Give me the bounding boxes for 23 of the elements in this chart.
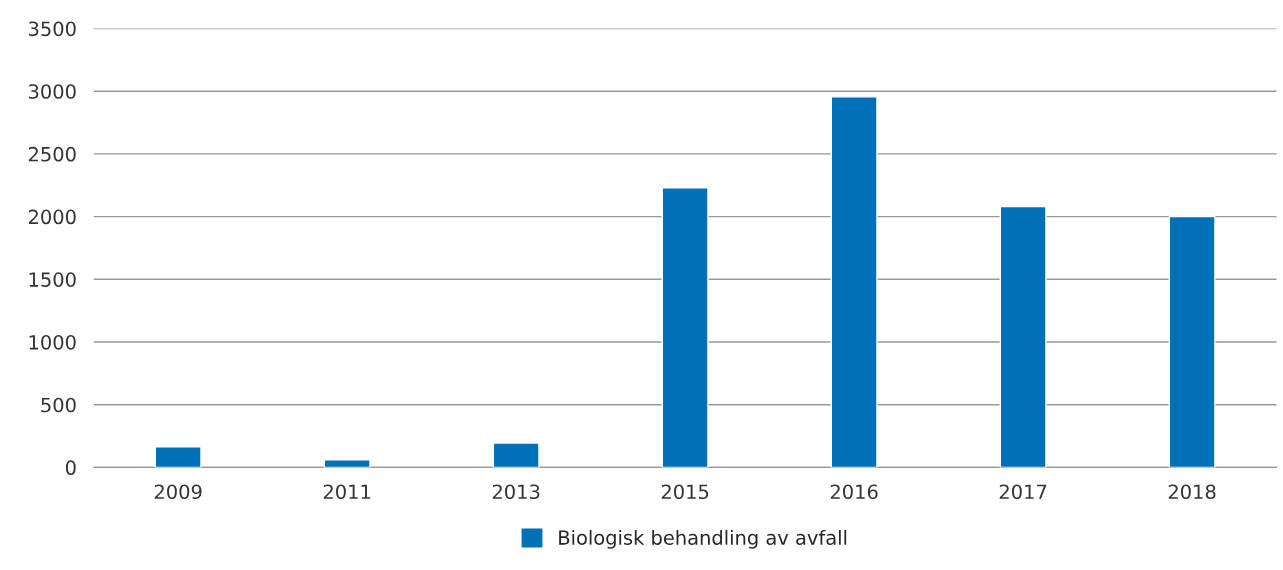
y-tick-label: 0 — [65, 460, 76, 476]
x-tick-label: 2013 — [492, 484, 540, 500]
bar — [154, 446, 202, 468]
y-tick-label: 3500 — [28, 21, 76, 37]
x-tick-label: 2018 — [1168, 484, 1216, 500]
y-tick-label: 500 — [41, 397, 76, 413]
x-tick-label: 2009 — [154, 484, 202, 500]
bar — [999, 205, 1047, 468]
y-tick-label: 2000 — [28, 209, 76, 225]
bar — [661, 187, 709, 468]
y-tick-label: 1000 — [29, 334, 76, 350]
bar — [323, 459, 371, 468]
legend-label: Biologisk behandling av avfall — [559, 529, 847, 549]
bar — [1168, 215, 1216, 468]
x-tick-label: 2015 — [661, 484, 709, 500]
bar — [830, 96, 878, 468]
y-tick-label: 1500 — [29, 272, 76, 287]
x-tick-label: 2017 — [999, 484, 1047, 500]
x-tick-label: 2016 — [830, 484, 878, 500]
y-tick-label: 2500 — [28, 146, 76, 162]
bar — [492, 442, 540, 468]
x-tick-label: 2011 — [323, 484, 371, 500]
y-tick-label: 3000 — [28, 84, 76, 99]
